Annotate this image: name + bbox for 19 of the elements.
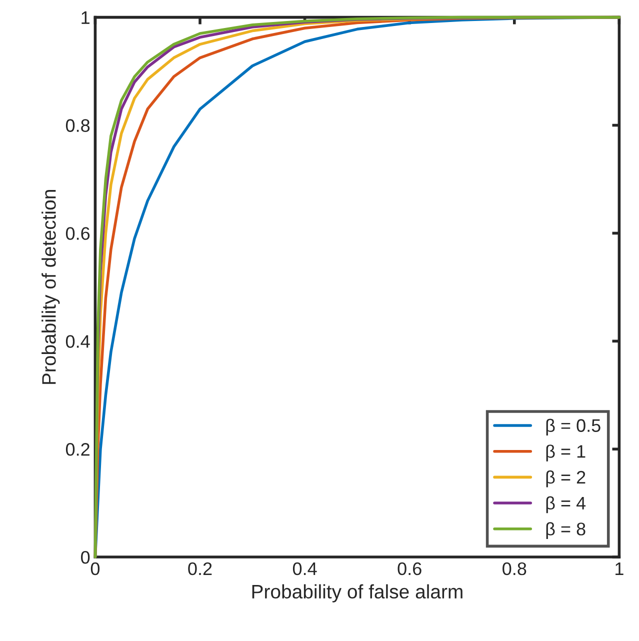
y-tick-label: 0.4 [66,335,90,348]
x-tick-label: 1 [616,562,624,575]
y-axis-title: Probability of detection [42,190,60,384]
legend-label: β = 4 [546,496,586,514]
y-tick-label: 0 [81,550,90,564]
x-tick-label: 0.2 [188,562,212,576]
y-tick-label: 0.2 [66,443,90,456]
x-axis-title: Probability of false alarm [252,584,462,602]
x-tick-label: 0.4 [292,562,317,576]
legend-label: β = 0.5 [546,418,600,436]
y-tick-label: 0.6 [66,227,90,240]
x-tick-label: 0 [90,562,100,576]
legend-label: β = 1 [546,444,586,462]
x-tick-label: 0.6 [398,562,422,576]
y-tick-label: 0.8 [66,119,90,132]
y-tick-label: 1 [82,11,90,24]
legend-label: β = 2 [546,470,586,488]
x-tick-label: 0.8 [502,562,526,576]
legend-label: β = 8 [546,522,586,539]
